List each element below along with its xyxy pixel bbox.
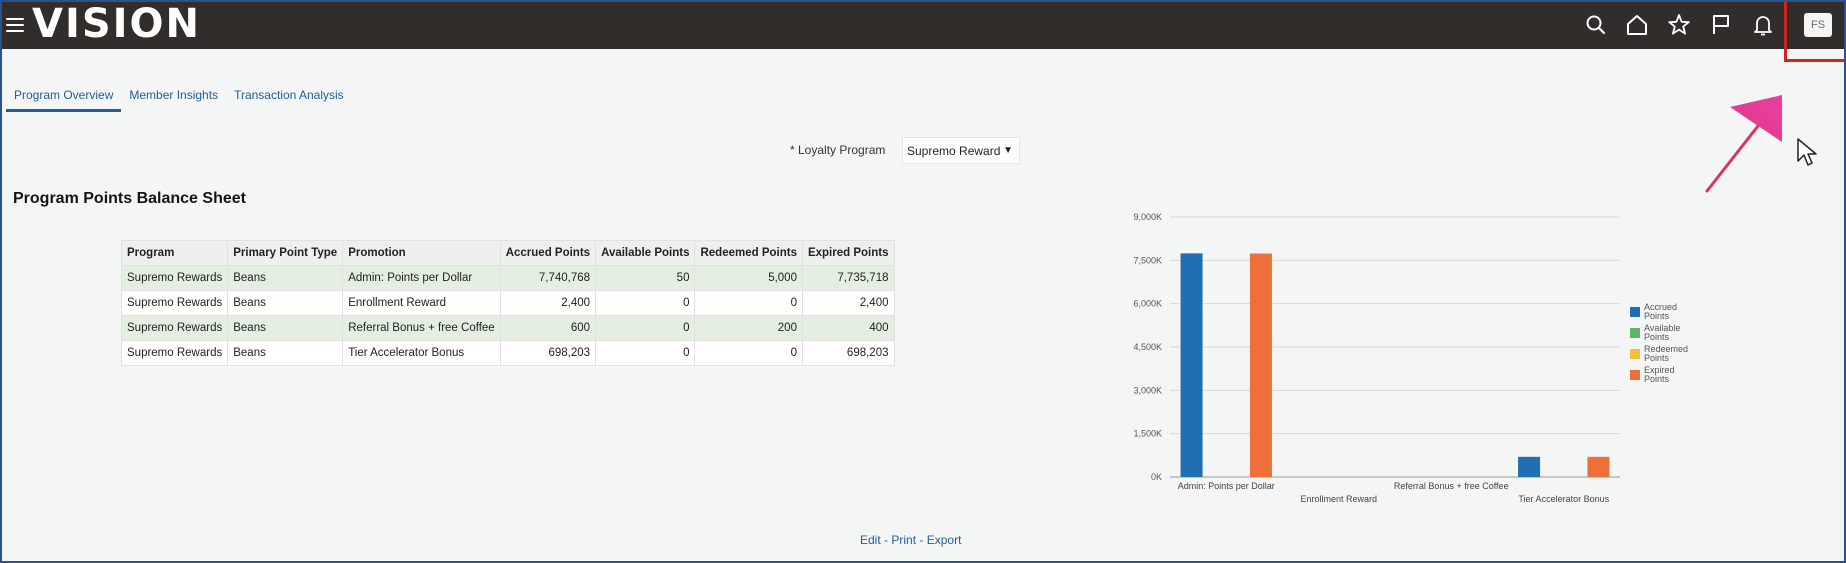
menu-icon[interactable]	[6, 18, 24, 32]
table-row[interactable]: Supremo Rewards Beans Referral Bonus + f…	[120, 315, 895, 341]
legend-item[interactable]: Expired Points	[1630, 366, 1700, 384]
legend-label: Accrued Points	[1644, 302, 1678, 321]
table-cell: Admin: Points per Dollar	[342, 265, 501, 291]
table-cell: 2,400	[801, 290, 895, 316]
highlight-box	[1784, 0, 1846, 62]
link-separator: -	[916, 533, 927, 547]
star-icon[interactable]	[1666, 12, 1692, 38]
table-cell: 400	[801, 315, 895, 341]
bell-icon[interactable]	[1750, 12, 1776, 38]
table-header-row: Program Primary Point Type Promotion Acc…	[120, 240, 895, 266]
table-cell: Referral Bonus + free Coffee	[342, 315, 501, 341]
table-cell: Beans	[227, 265, 344, 291]
search-icon[interactable]	[1583, 12, 1609, 38]
table-row[interactable]: Supremo Rewards Beans Enrollment Reward …	[120, 290, 895, 316]
y-tick-label: 4,500K	[1133, 342, 1162, 352]
table-cell: 698,203	[801, 340, 895, 366]
table-cell: 7,740,768	[499, 265, 597, 291]
legend-label: Expired Points	[1644, 365, 1675, 384]
points-bar-chart: 0K 1,500K 3,000K 4,500K 6,000K 7,500K 9,000K Ad…	[1133, 212, 1620, 504]
table-cell: 50	[595, 265, 696, 291]
chart-legend: Accrued Points Available Points Redeemed P…	[1630, 303, 1700, 387]
link-separator: -	[880, 533, 892, 547]
legend-item[interactable]: Accrued Points	[1630, 303, 1700, 321]
y-tick-label: 3,000K	[1133, 385, 1162, 395]
y-tick-label: 7,500K	[1133, 255, 1162, 265]
column-header[interactable]: Expired Points	[801, 240, 895, 266]
table-cell: Tier Accelerator Bonus	[342, 340, 501, 366]
legend-item[interactable]: Available Points	[1630, 324, 1700, 342]
user-avatar[interactable]: FS	[1804, 13, 1832, 37]
y-tick-label: 1,500K	[1133, 429, 1162, 439]
legend-item[interactable]: Redeemed Points	[1630, 345, 1700, 363]
column-header[interactable]: Available Points	[595, 240, 696, 266]
table-cell: 0	[694, 340, 803, 366]
table-cell: Supremo Rewards	[120, 315, 229, 341]
section-title: Program Points Balance Sheet	[13, 190, 246, 207]
loyalty-program-select[interactable]: Supremo Reward ▼	[902, 137, 1020, 164]
table-cell: 698,203	[499, 340, 597, 366]
legend-swatch	[1630, 307, 1640, 317]
table-cell: 7,735,718	[801, 265, 895, 291]
table-cell: 0	[595, 290, 696, 316]
table-cell: 600	[499, 315, 597, 341]
top-bar: VISION FS	[0, 0, 1846, 49]
table-cell: 200	[694, 315, 803, 341]
edit-link[interactable]: Edit	[860, 533, 881, 547]
x-tick-label: Tier Accelerator Bonus	[1518, 494, 1609, 504]
table-cell: 0	[595, 315, 696, 341]
tab-program-overview[interactable]: Program Overview	[6, 80, 122, 112]
column-header[interactable]: Program	[120, 240, 229, 266]
table-cell: Beans	[227, 340, 344, 366]
points-balance-table: Program Primary Point Type Promotion Acc…	[120, 240, 895, 366]
x-tick-label: Enrollment Reward	[1300, 494, 1377, 504]
legend-swatch	[1630, 370, 1640, 380]
table-cell: 0	[694, 290, 803, 316]
column-header[interactable]: Promotion	[342, 240, 501, 266]
legend-swatch	[1630, 349, 1640, 359]
report-actions: Edit - Print - Export	[860, 533, 961, 547]
table-row[interactable]: Supremo Rewards Beans Admin: Points per …	[120, 265, 895, 291]
table-cell: Supremo Rewards	[120, 340, 229, 366]
loyalty-program-value: Supremo Reward	[907, 144, 1001, 158]
column-header[interactable]: Primary Point Type	[227, 240, 344, 266]
column-header[interactable]: Redeemed Points	[694, 240, 803, 266]
table-cell: Supremo Rewards	[120, 290, 229, 316]
table-cell: 2,400	[499, 290, 597, 316]
flag-icon[interactable]	[1708, 12, 1734, 38]
mouse-cursor-icon	[1797, 138, 1817, 166]
y-tick-label: 9,000K	[1133, 212, 1162, 222]
export-link[interactable]: Export	[926, 533, 962, 547]
table-cell: Supremo Rewards	[120, 265, 229, 291]
tab-transaction-analysis[interactable]: Transaction Analysis	[234, 88, 344, 102]
x-tick-label: Admin: Points per Dollar	[1178, 481, 1275, 491]
chevron-down-icon: ▼	[1003, 145, 1013, 156]
legend-label: Redeemed Points	[1644, 344, 1689, 363]
x-tick-label: Referral Bonus + free Coffee	[1394, 481, 1509, 491]
home-icon[interactable]	[1624, 12, 1650, 38]
table-cell: Beans	[227, 315, 344, 341]
print-link[interactable]: Print	[891, 533, 917, 547]
annotation-arrow-icon	[1705, 95, 1782, 193]
chart-bar	[1249, 253, 1272, 477]
chart-bar	[1518, 456, 1541, 477]
table-cell: 0	[595, 340, 696, 366]
legend-swatch	[1630, 328, 1640, 338]
y-tick-label: 6,000K	[1133, 299, 1162, 309]
table-row[interactable]: Supremo Rewards Beans Tier Accelerator B…	[120, 340, 895, 366]
y-tick-label: 0K	[1151, 472, 1162, 482]
tab-bar: Program Overview Member Insights Transac…	[6, 80, 352, 112]
table-cell: Beans	[227, 290, 344, 316]
chart-bar	[1587, 456, 1610, 477]
table-cell: Enrollment Reward	[342, 290, 501, 316]
loyalty-program-label: * Loyalty Program	[790, 143, 886, 157]
column-header[interactable]: Accrued Points	[499, 240, 597, 266]
chart-bar	[1180, 253, 1203, 477]
legend-label: Available Points	[1644, 323, 1681, 342]
tab-member-insights[interactable]: Member Insights	[129, 88, 219, 102]
app-logo[interactable]: VISION	[32, 1, 202, 47]
table-cell: 5,000	[694, 265, 803, 291]
